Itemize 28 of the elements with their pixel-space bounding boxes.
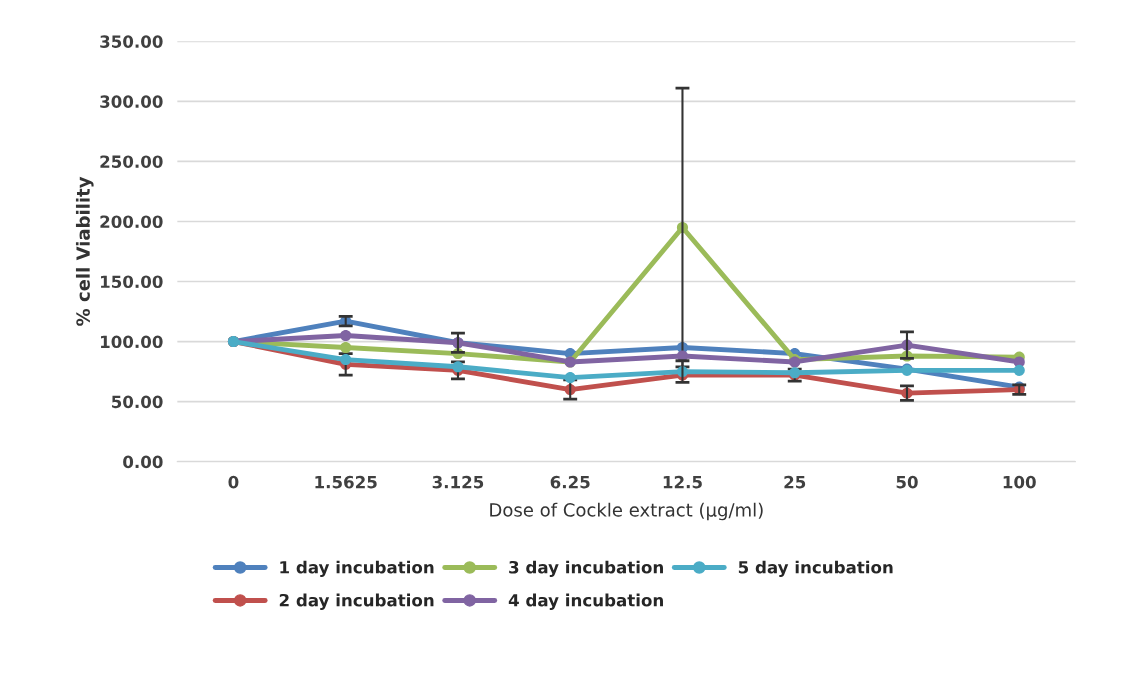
point: [340, 329, 352, 342]
x-tick-label: 1.5625: [315, 475, 377, 489]
y-tick-label: 100.00: [101, 335, 163, 349]
x-axis-title: Dose of Cockle extract (µg/ml): [490, 502, 763, 521]
y-tick-label: 250.00: [100, 155, 163, 168]
y-tick-label: 150.00: [101, 275, 163, 289]
point: [340, 342, 352, 354]
legend-label: 3 day incubation: [509, 560, 663, 577]
x-tick-label: 6.25: [550, 475, 590, 489]
point: [340, 354, 352, 366]
legend-label: 4 day incubation: [508, 593, 663, 610]
x-tick-label: 12.5: [663, 475, 702, 489]
legend-label: 1 day incubation: [280, 560, 434, 577]
y-tick-label: 200.00: [100, 215, 163, 229]
y-axis-title: % cell Viability: [75, 176, 94, 326]
point: [564, 372, 576, 384]
y-tick-label: 0.00: [123, 455, 163, 469]
x-tick-label: 100: [1003, 475, 1036, 489]
legend-label: 2 day incubation: [279, 593, 434, 610]
x-tick-label: 0: [228, 475, 239, 489]
x-tick-label: 3.125: [432, 475, 484, 489]
y-tick-label: 300.00: [100, 95, 163, 108]
point: [1013, 364, 1025, 376]
x-tick-label: 50: [896, 475, 918, 489]
x-tick-label: 25: [784, 475, 806, 489]
y-tick-label: 50.00: [112, 395, 163, 409]
legend-label: 5 day incubation: [738, 560, 893, 577]
y-tick-label: 350.00: [100, 35, 163, 48]
